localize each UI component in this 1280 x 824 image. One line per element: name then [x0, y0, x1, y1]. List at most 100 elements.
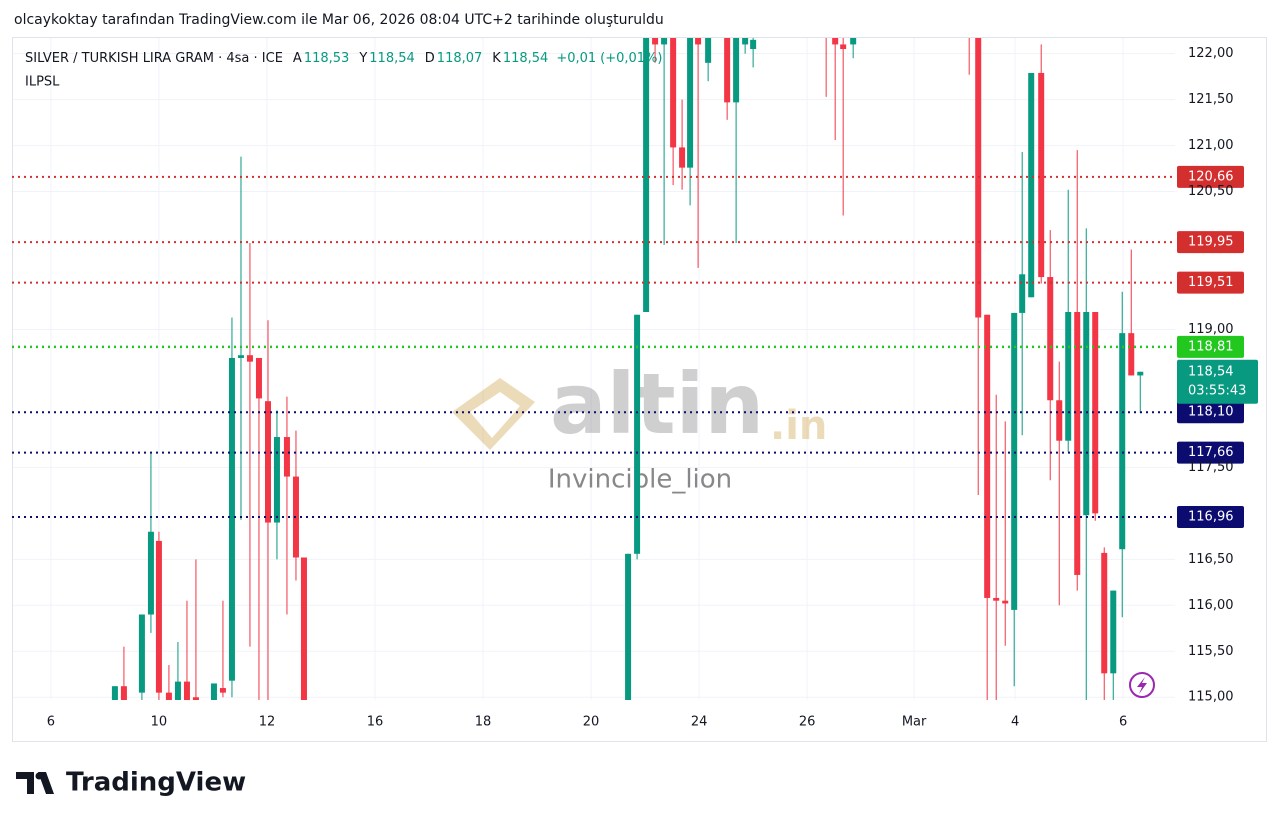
candle-body — [1038, 72, 1045, 278]
candle-body — [1074, 311, 1081, 575]
level-label: 119,51 — [1188, 275, 1234, 290]
y-tick-label: 115,00 — [1188, 690, 1234, 705]
candle-body — [643, 38, 650, 312]
candle-body — [1119, 333, 1126, 550]
x-tick-label: 4 — [1011, 715, 1019, 730]
candle-body — [850, 38, 857, 45]
x-tick-label: 16 — [367, 715, 384, 730]
level-badge — [1177, 401, 1244, 424]
x-tick-label: 6 — [47, 715, 55, 730]
ohlc-value: 118,53 — [304, 51, 350, 66]
candle-body — [300, 557, 307, 700]
subtitle: ILPSL — [25, 75, 60, 90]
x-tick-label: 20 — [583, 715, 600, 730]
candle-body — [695, 38, 702, 45]
candle-body — [984, 314, 991, 598]
candle-body — [120, 686, 127, 700]
current-price: 118,54 — [1188, 364, 1234, 379]
candle-body — [679, 147, 686, 168]
y-tick-label: 116,50 — [1188, 552, 1234, 567]
candle-body — [155, 540, 162, 693]
candle-body — [652, 38, 659, 45]
candle-body — [1092, 311, 1099, 514]
level-badge — [1177, 335, 1244, 358]
candle-body — [246, 355, 253, 362]
legend: SILVER / TURKISH LIRA GRAM · 4sa · ICE A 1… — [25, 51, 663, 66]
candle-body — [138, 614, 145, 693]
level-label: 116,96 — [1188, 510, 1234, 525]
y-tick-label: 121,00 — [1188, 138, 1234, 153]
candle-body — [975, 38, 982, 318]
candle-body — [1056, 400, 1063, 441]
level-label: 119,95 — [1188, 235, 1234, 250]
level-label: 118,10 — [1188, 405, 1234, 420]
candle-body — [724, 38, 731, 103]
ohlc-key: A — [293, 51, 302, 66]
symbol-title: SILVER / TURKISH LIRA GRAM · 4sa · ICE — [25, 51, 283, 66]
x-tick-label: 24 — [691, 715, 708, 730]
ohlc-key: Y — [358, 51, 367, 66]
candle-body — [255, 357, 262, 399]
candle-body — [111, 686, 118, 700]
level-label: 118,81 — [1188, 339, 1234, 354]
brand: TradingView — [66, 768, 246, 798]
countdown: 03:55:43 — [1188, 383, 1246, 398]
candle-body — [283, 437, 290, 477]
ohlc-value: 118,07 — [437, 51, 483, 66]
candle-body — [832, 38, 839, 45]
logo — [16, 772, 54, 794]
x-tick-label: 18 — [475, 715, 492, 730]
candle-body — [264, 401, 271, 523]
candle-body — [1101, 552, 1108, 674]
candle-body — [210, 683, 217, 700]
candle-body — [1083, 311, 1090, 516]
ohlc-value: 118,54 — [369, 51, 415, 66]
y-tick-label: 117,50 — [1188, 460, 1234, 475]
chart-frame — [12, 37, 1267, 742]
candle-body — [993, 597, 1000, 601]
candle-body — [228, 357, 235, 681]
level-badge — [1177, 441, 1244, 464]
candle-body — [1065, 311, 1072, 441]
candle-body — [705, 38, 712, 63]
y-tick-label: 115,50 — [1188, 644, 1234, 659]
x-tick-label: 10 — [151, 715, 168, 730]
watermark: altin .in — [452, 355, 827, 453]
candle-body — [750, 39, 757, 50]
x-tick-label: 12 — [259, 715, 276, 730]
candle-body — [625, 553, 632, 700]
current-badge — [1177, 359, 1258, 404]
y-tick-label: 122,00 — [1188, 46, 1234, 61]
x-tick-label: 6 — [1119, 715, 1127, 730]
y-tick-label: 116,00 — [1188, 598, 1234, 613]
candle-body — [237, 355, 244, 358]
watermark-suffix: .in — [770, 403, 827, 449]
candle-body — [273, 437, 280, 523]
ohlc-value: 118,54 — [503, 51, 549, 66]
level-label: 120,66 — [1188, 169, 1234, 184]
candle-body — [634, 314, 641, 554]
candle-body — [1047, 277, 1054, 401]
alert-bolt — [1137, 677, 1147, 694]
candle-body — [661, 38, 668, 45]
candle-body — [1110, 590, 1117, 674]
y-tick-label: 119,00 — [1188, 322, 1234, 337]
change-pct: (+0,01%) — [600, 51, 662, 66]
level-badge — [1177, 231, 1244, 254]
candle-body — [966, 26, 972, 35]
candle-body — [165, 692, 172, 700]
candle-body — [742, 38, 749, 45]
ohlc-key: D — [425, 51, 435, 66]
watermark-text: altin — [550, 355, 764, 453]
caption: olcaykoktay tarafından TradingView.com i… — [14, 12, 664, 28]
alert-icon[interactable] — [1129, 672, 1155, 698]
level-badge — [1177, 165, 1244, 188]
candle-body — [1002, 600, 1009, 604]
x-tick-label: Mar — [902, 715, 927, 730]
candle-body — [1028, 72, 1035, 298]
candle-body — [687, 38, 694, 168]
y-tick-label: 121,50 — [1188, 92, 1234, 107]
candle-body — [147, 531, 154, 615]
